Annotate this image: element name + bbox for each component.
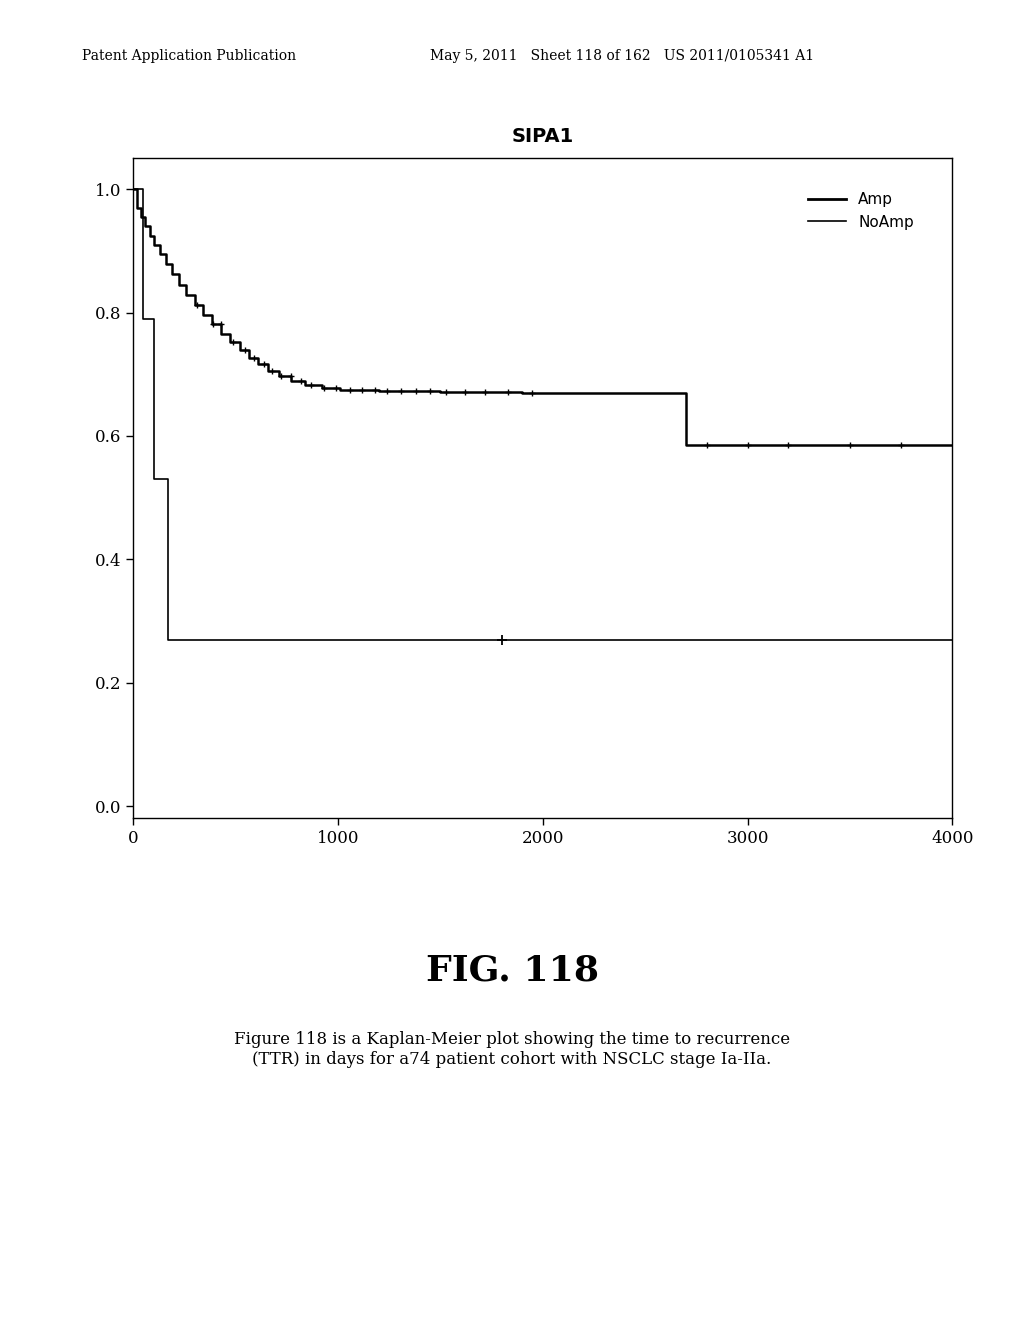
Text: May 5, 2011   Sheet 118 of 162   US 2011/0105341 A1: May 5, 2011 Sheet 118 of 162 US 2011/010… [430,49,814,63]
Legend: Amp, NoAmp: Amp, NoAmp [802,186,921,236]
Text: Patent Application Publication: Patent Application Publication [82,49,296,63]
Title: SIPA1: SIPA1 [512,127,573,145]
Text: Figure 118 is a Kaplan-Meier plot showing the time to recurrence
(TTR) in days f: Figure 118 is a Kaplan-Meier plot showin… [233,1031,791,1068]
Text: FIG. 118: FIG. 118 [426,953,598,987]
